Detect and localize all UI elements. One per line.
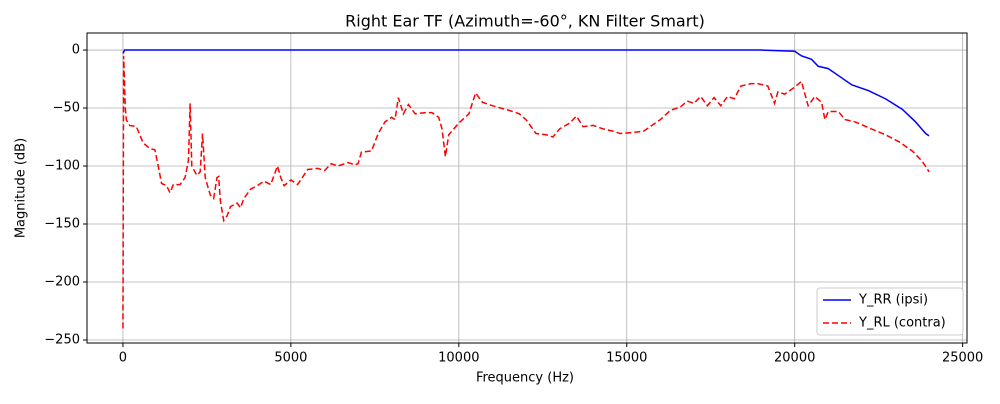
legend-label: Y_RR (ipsi) bbox=[858, 293, 928, 308]
x-tick-label: 15000 bbox=[606, 351, 647, 366]
y-tick-label: −150 bbox=[44, 217, 80, 232]
x-tick-label: 20000 bbox=[774, 351, 815, 366]
ticks: 0 5000 10000 15000 20000 25000 −250 −200 −150 −10… bbox=[44, 43, 983, 366]
legend-box bbox=[816, 287, 964, 336]
legend-label: Y_RL (contra) bbox=[858, 316, 946, 331]
y-axis-label: Magnitude (dB) bbox=[14, 138, 29, 238]
legend: Y_RR (ipsi) Y_RL (contra) bbox=[816, 287, 964, 336]
y-tick-label: −50 bbox=[53, 101, 80, 116]
x-axis-label: Frequency (Hz) bbox=[476, 371, 574, 386]
axes-frame bbox=[86, 32, 968, 344]
x-tick-label: 5000 bbox=[274, 351, 307, 366]
x-tick-label: 25000 bbox=[942, 351, 983, 366]
chart-title: Right Ear TF (Azimuth=-60°, KN Filter Sm… bbox=[345, 12, 705, 31]
y-tick-label: −250 bbox=[44, 332, 80, 347]
data-line bbox=[122, 55, 930, 329]
data-line bbox=[122, 49, 930, 137]
y-tick-label: −200 bbox=[44, 274, 80, 289]
y-tick-label: 0 bbox=[72, 43, 80, 58]
x-tick-label: 0 bbox=[119, 351, 127, 366]
plot-area bbox=[122, 49, 930, 329]
x-tick-label: 10000 bbox=[438, 351, 479, 366]
y-tick-label: −100 bbox=[44, 159, 80, 174]
